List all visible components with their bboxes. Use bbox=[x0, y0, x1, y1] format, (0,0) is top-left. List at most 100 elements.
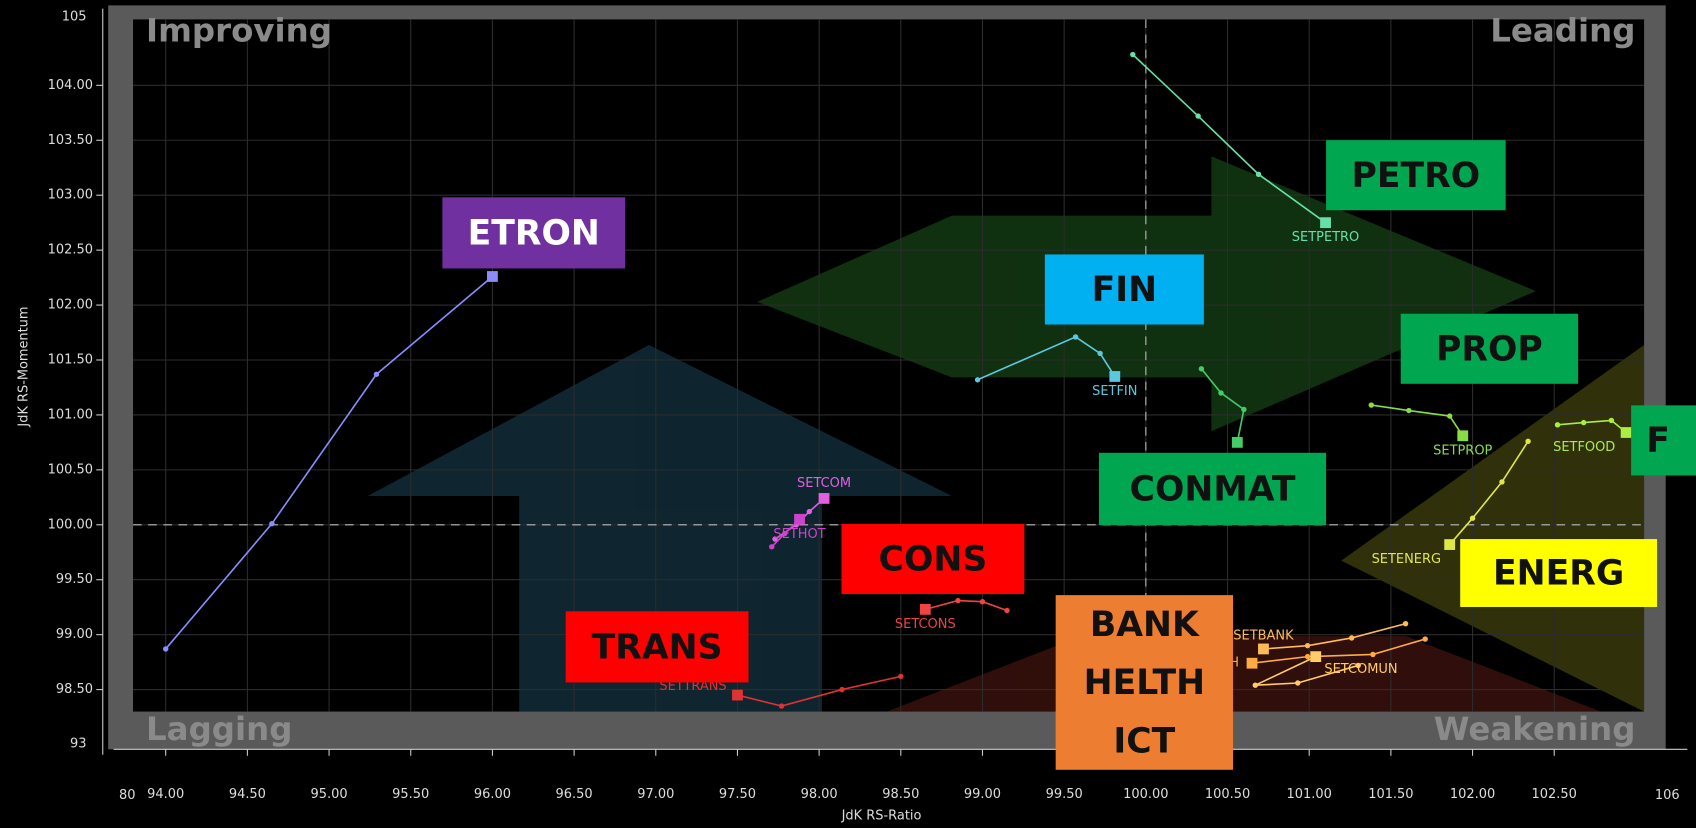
y-tick-label: 104.00 bbox=[48, 78, 93, 93]
y-tick-label: 102.50 bbox=[48, 243, 93, 258]
x-tick-label: 102.50 bbox=[1532, 787, 1577, 802]
trail-point bbox=[1470, 516, 1475, 521]
trail-point bbox=[779, 703, 784, 708]
trail-point bbox=[1609, 418, 1614, 423]
x-tick-label: 97.50 bbox=[719, 787, 756, 802]
point-label: SETCOMUN bbox=[1324, 662, 1397, 677]
annotation-text: TRANS bbox=[592, 628, 723, 668]
trail-point bbox=[955, 598, 960, 603]
trail-point bbox=[975, 377, 980, 382]
trail-point bbox=[1370, 652, 1375, 657]
y-tick-label: 102.00 bbox=[48, 298, 93, 313]
trail-point bbox=[1199, 366, 1204, 371]
head-point bbox=[1109, 371, 1120, 382]
trail-point bbox=[1525, 439, 1530, 444]
trail-point bbox=[163, 646, 168, 651]
y-tick-label: 101.00 bbox=[48, 407, 93, 422]
trail-point bbox=[1447, 413, 1452, 418]
x-tick-label: 96.50 bbox=[556, 787, 593, 802]
y-tick-label: 103.00 bbox=[48, 188, 93, 203]
point-label: SETPETRO bbox=[1292, 230, 1359, 245]
trail-point bbox=[1581, 420, 1586, 425]
trail-point bbox=[1406, 408, 1411, 413]
trail-point bbox=[807, 509, 812, 514]
chart: Improving Leading Lagging Weakening 105 … bbox=[0, 0, 1696, 828]
x-tick-label: 98.00 bbox=[801, 787, 838, 802]
annotation-text: PETRO bbox=[1352, 156, 1481, 196]
axis-break-label: 80 bbox=[119, 788, 135, 803]
point-label: SETCOM bbox=[797, 476, 851, 491]
quadrant-label: Improving bbox=[146, 11, 332, 49]
y-axis-title: JdK RS-Momentum bbox=[16, 307, 31, 428]
trail-point bbox=[1499, 479, 1504, 484]
point-label: SETBANK bbox=[1233, 629, 1294, 644]
x-tick-label: 95.00 bbox=[311, 787, 348, 802]
head-point bbox=[794, 514, 805, 525]
trail-point bbox=[1295, 680, 1300, 685]
y-tick-label: 103.50 bbox=[48, 133, 93, 148]
x-tick-label: 97.00 bbox=[637, 787, 674, 802]
x-tick-label: 95.50 bbox=[392, 787, 429, 802]
head-point bbox=[1320, 217, 1331, 228]
point-label: SETFOOD bbox=[1553, 440, 1615, 455]
annotation-text: HELTH bbox=[1084, 663, 1205, 703]
trail-point bbox=[1305, 654, 1310, 659]
point-label: SETFIN bbox=[1092, 384, 1137, 399]
head-point bbox=[1247, 658, 1258, 669]
x-tick-label: 99.00 bbox=[964, 787, 1001, 802]
head-point bbox=[1444, 539, 1455, 550]
head-point bbox=[819, 493, 830, 504]
trail-point bbox=[1256, 172, 1261, 177]
annotation-text: BANK bbox=[1090, 605, 1200, 645]
trail-point bbox=[1241, 407, 1246, 412]
head-point bbox=[732, 690, 743, 701]
trail-point bbox=[769, 544, 774, 549]
point-label: SETHOT bbox=[773, 527, 825, 542]
trail-point bbox=[1004, 608, 1009, 613]
annotation-text: ICT bbox=[1113, 721, 1175, 761]
x-tick-label: 98.50 bbox=[882, 787, 919, 802]
head-point bbox=[1457, 430, 1468, 441]
trail-point bbox=[1073, 334, 1078, 339]
x-tick-label: 100.50 bbox=[1205, 787, 1250, 802]
x-tick-label: 94.00 bbox=[147, 787, 184, 802]
x-tick-label: 96.00 bbox=[474, 787, 511, 802]
x-tick-label: 94.50 bbox=[229, 787, 266, 802]
x-tick-label: 102.00 bbox=[1450, 787, 1495, 802]
trail-point bbox=[374, 372, 379, 377]
head-point bbox=[1310, 651, 1321, 662]
quadrant-label: Weakening bbox=[1434, 710, 1636, 748]
trail-point bbox=[1130, 52, 1135, 57]
annotation-text: PROP bbox=[1436, 329, 1543, 369]
point-label: SETPROP bbox=[1433, 443, 1492, 458]
trail-point bbox=[1403, 621, 1408, 626]
head-point bbox=[487, 271, 498, 282]
axis-break-label: 93 bbox=[70, 736, 86, 751]
trail-point bbox=[1097, 351, 1102, 356]
annotation-text: F bbox=[1646, 421, 1670, 461]
y-tick-label: 100.50 bbox=[48, 462, 93, 477]
trail-point bbox=[1218, 390, 1223, 395]
trail-point bbox=[1195, 113, 1200, 118]
x-tick-label: 101.50 bbox=[1368, 787, 1413, 802]
x-tick-label: 101.00 bbox=[1287, 787, 1332, 802]
y-tick-label: 100.00 bbox=[48, 517, 93, 532]
head-point bbox=[920, 604, 931, 615]
x-tick-label: 99.50 bbox=[1046, 787, 1083, 802]
annotation-text: FIN bbox=[1092, 270, 1157, 310]
head-point bbox=[1258, 644, 1269, 655]
trail-point bbox=[898, 674, 903, 679]
trail-point bbox=[1555, 422, 1560, 427]
x-tick-label: 100.00 bbox=[1123, 787, 1168, 802]
annotation-text: ETRON bbox=[468, 214, 600, 254]
trail-point bbox=[1422, 636, 1427, 641]
annotation-text: ENERG bbox=[1493, 554, 1624, 594]
axis-break-label: 105 bbox=[62, 10, 87, 25]
annotation-text: CONS bbox=[879, 540, 988, 580]
head-point bbox=[1621, 427, 1632, 438]
y-tick-label: 101.50 bbox=[48, 353, 93, 368]
trail-point bbox=[980, 599, 985, 604]
head-point bbox=[1232, 437, 1243, 448]
y-tick-label: 99.50 bbox=[56, 572, 93, 587]
quadrant-label: Lagging bbox=[146, 710, 292, 748]
